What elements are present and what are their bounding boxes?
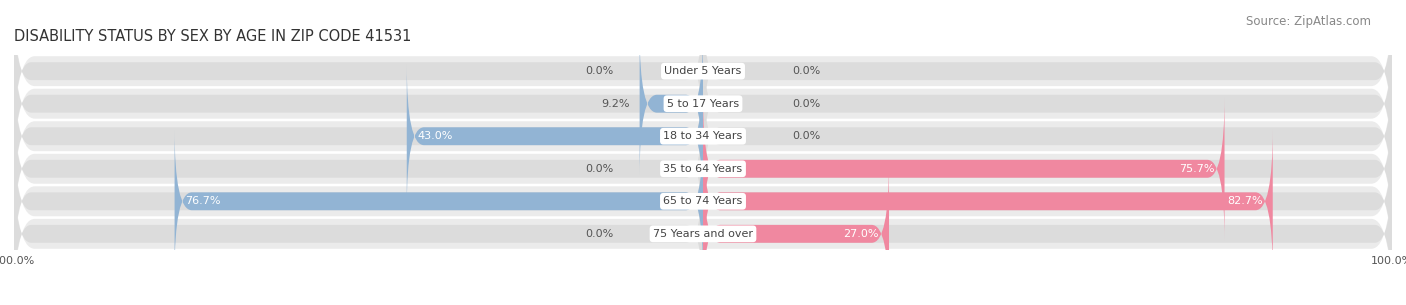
FancyBboxPatch shape [703,96,1225,241]
Text: 0.0%: 0.0% [585,229,613,239]
Text: 35 to 64 Years: 35 to 64 Years [664,164,742,174]
FancyBboxPatch shape [703,96,1392,241]
FancyBboxPatch shape [640,31,703,176]
Text: 18 to 34 Years: 18 to 34 Years [664,131,742,141]
FancyBboxPatch shape [14,31,703,176]
FancyBboxPatch shape [703,129,1392,274]
Text: 65 to 74 Years: 65 to 74 Years [664,196,742,206]
Text: 9.2%: 9.2% [600,99,630,109]
Text: 0.0%: 0.0% [793,66,821,76]
FancyBboxPatch shape [174,129,703,274]
FancyBboxPatch shape [14,151,1392,305]
FancyBboxPatch shape [703,129,1272,274]
Text: 5 to 17 Years: 5 to 17 Years [666,99,740,109]
Text: 0.0%: 0.0% [793,131,821,141]
Text: 0.0%: 0.0% [793,99,821,109]
Text: DISABILITY STATUS BY SEX BY AGE IN ZIP CODE 41531: DISABILITY STATUS BY SEX BY AGE IN ZIP C… [14,29,412,44]
Text: 27.0%: 27.0% [844,229,879,239]
FancyBboxPatch shape [703,161,1392,305]
Text: 0.0%: 0.0% [585,66,613,76]
Text: Under 5 Years: Under 5 Years [665,66,741,76]
FancyBboxPatch shape [14,96,703,241]
FancyBboxPatch shape [703,64,1392,209]
FancyBboxPatch shape [406,64,703,209]
FancyBboxPatch shape [14,54,1392,219]
FancyBboxPatch shape [14,64,703,209]
Text: 75 Years and over: 75 Years and over [652,229,754,239]
FancyBboxPatch shape [14,0,1392,154]
Text: 75.7%: 75.7% [1178,164,1215,174]
FancyBboxPatch shape [14,86,1392,251]
FancyBboxPatch shape [703,0,1392,144]
FancyBboxPatch shape [14,0,703,144]
FancyBboxPatch shape [14,129,703,274]
Text: 76.7%: 76.7% [186,196,221,206]
Text: 0.0%: 0.0% [585,164,613,174]
FancyBboxPatch shape [14,21,1392,186]
Text: Source: ZipAtlas.com: Source: ZipAtlas.com [1246,15,1371,28]
Text: 43.0%: 43.0% [418,131,453,141]
FancyBboxPatch shape [703,31,1392,176]
FancyBboxPatch shape [703,161,889,305]
FancyBboxPatch shape [14,119,1392,284]
FancyBboxPatch shape [14,161,703,305]
Text: 82.7%: 82.7% [1227,196,1263,206]
